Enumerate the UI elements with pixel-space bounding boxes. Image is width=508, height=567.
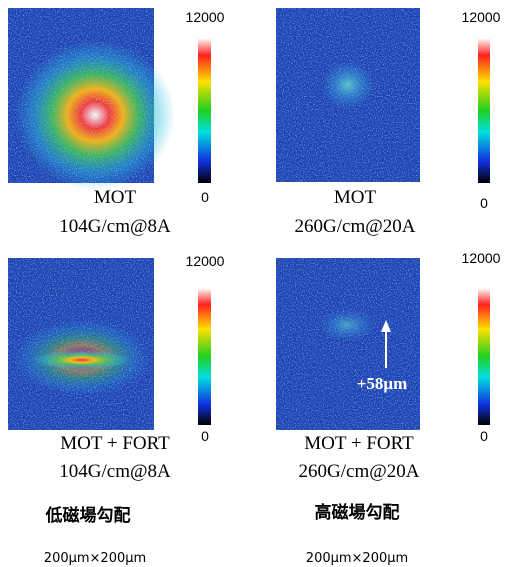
caption: MOT [94, 187, 137, 208]
colorbar-max: 12000 [462, 9, 501, 25]
caption: 260G/cm@20A [295, 216, 416, 237]
image-panel [8, 258, 154, 430]
colorbar [478, 38, 490, 183]
scale-label: 200μm×200μm [44, 551, 146, 566]
caption: 260G/cm@20A [299, 461, 420, 482]
caption: MOT [334, 187, 377, 208]
caption: 104G/cm@8A [59, 461, 171, 482]
caption: 104G/cm@8A [59, 216, 171, 237]
caption: MOT + FORT [60, 433, 170, 454]
colorbar [478, 288, 490, 425]
colorbar-min: 0 [480, 195, 488, 211]
column-label: 高磁場勾配 [315, 502, 400, 523]
image-panel [276, 8, 420, 182]
colorbar-min: 0 [480, 428, 488, 444]
colorbar [198, 38, 211, 183]
scale-label: 200μm×200μm [306, 551, 408, 566]
image-panel [8, 8, 175, 190]
image-panel [276, 258, 420, 430]
colorbar-min: 0 [201, 189, 209, 205]
colorbar-max: 12000 [186, 253, 225, 269]
figure: 12000 0 12000 0 12000 0 12000 0 MOT 104G… [0, 0, 508, 567]
colorbar-min: 0 [201, 428, 209, 444]
colorbar-max: 12000 [186, 9, 225, 25]
caption: MOT + FORT [304, 433, 414, 454]
annotation: +58μm [357, 374, 408, 393]
colorbar [198, 288, 211, 425]
column-label: 低磁場勾配 [45, 505, 131, 526]
colorbar-max: 12000 [462, 250, 501, 266]
